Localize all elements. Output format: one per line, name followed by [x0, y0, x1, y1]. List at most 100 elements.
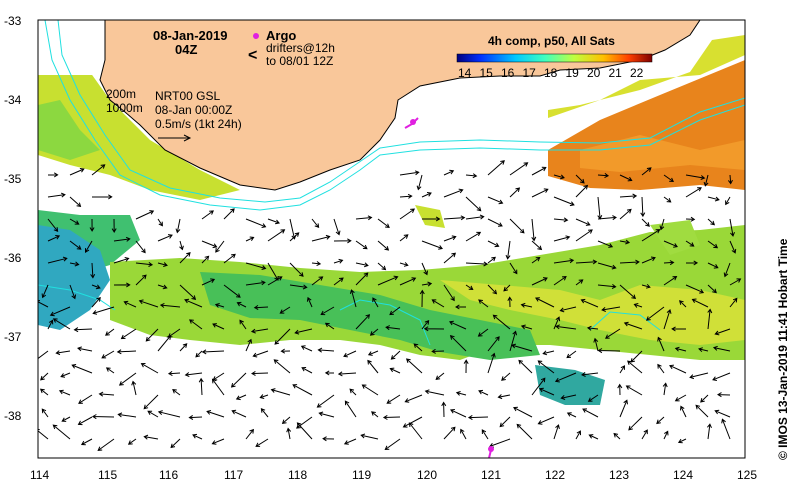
current-arrow — [324, 322, 335, 330]
argo-legend-label: Argo — [266, 28, 296, 43]
current-arrow — [135, 240, 146, 254]
current-arrow — [89, 218, 95, 232]
lon-tick: 118 — [288, 468, 307, 482]
drifter-track-2 — [488, 449, 492, 458]
current-arrow — [38, 350, 49, 360]
current-arrow — [460, 428, 467, 440]
current-arrow — [211, 378, 225, 396]
current-arrow — [69, 284, 77, 300]
current-arrow — [698, 347, 709, 353]
current-arrow — [677, 438, 687, 444]
current-arrow — [531, 240, 543, 251]
current-arrow — [184, 372, 203, 378]
current-arrow — [120, 328, 137, 340]
current-arrow — [725, 196, 731, 206]
lon-tick: 124 — [673, 468, 693, 482]
current-arrow — [236, 301, 247, 308]
current-arrow — [714, 409, 731, 418]
current-arrow — [674, 346, 687, 352]
current-arrow — [582, 408, 599, 418]
current-arrow — [597, 348, 621, 354]
current-arrow — [431, 299, 445, 308]
colorbar-tick-label: 16 — [501, 66, 515, 80]
current-arrow — [455, 304, 466, 310]
current-arrow — [355, 262, 369, 268]
current-arrow — [77, 346, 93, 352]
lon-tick: 121 — [481, 468, 501, 482]
current-arrow — [179, 240, 184, 251]
current-arrow — [41, 408, 49, 418]
vector-scale-label: 0.5m/s (1kt 24h) — [155, 117, 242, 131]
current-arrow — [399, 262, 409, 267]
current-arrow — [377, 262, 387, 271]
current-arrow — [499, 416, 511, 428]
current-arrow — [423, 326, 445, 332]
current-arrow — [435, 372, 445, 381]
current-arrow — [663, 308, 672, 330]
current-arrow — [671, 326, 687, 332]
current-arrow — [700, 394, 709, 403]
current-arrow — [663, 276, 678, 286]
current-arrow — [71, 364, 93, 374]
current-arrow — [478, 299, 489, 308]
current-arrow — [322, 436, 335, 442]
current-arrow — [553, 196, 575, 207]
current-arrow — [250, 328, 269, 334]
lat-tick: -36 — [4, 251, 22, 265]
current-arrow — [487, 336, 500, 352]
current-arrow — [450, 409, 467, 418]
current-arrow — [91, 194, 113, 200]
current-arrow — [274, 328, 291, 345]
lon-tick: 115 — [98, 468, 117, 482]
current-arrow — [623, 321, 643, 330]
current-arrow — [69, 196, 82, 208]
current-arrow — [135, 262, 154, 267]
current-arrow — [157, 410, 181, 418]
current-arrow — [333, 218, 341, 236]
current-arrow — [235, 394, 247, 401]
current-arrow — [201, 255, 210, 264]
current-arrow — [443, 215, 466, 221]
current-arrow — [685, 260, 699, 266]
current-arrow — [555, 324, 577, 330]
current-arrow — [509, 187, 521, 198]
current-arrow — [531, 377, 546, 396]
current-arrow — [421, 319, 430, 330]
current-arrow — [184, 298, 203, 308]
current-arrow — [443, 235, 457, 242]
colorbar — [456, 53, 653, 63]
current-arrow — [575, 184, 589, 198]
current-arrow — [537, 360, 555, 374]
current-arrow — [377, 275, 399, 286]
current-arrow — [487, 240, 500, 248]
current-arrow — [619, 239, 631, 245]
current-arrow — [267, 229, 286, 242]
current-arrow — [333, 258, 344, 264]
current-arrow — [443, 252, 457, 264]
current-arrow — [421, 262, 428, 276]
current-arrow — [497, 394, 511, 400]
current-arrow — [729, 218, 735, 237]
current-arrow — [707, 423, 712, 440]
current-arrow — [641, 283, 651, 289]
current-arrow — [91, 414, 115, 420]
current-arrow — [369, 328, 379, 336]
current-arrow — [157, 218, 163, 227]
current-arrow — [384, 438, 401, 451]
sst-patch-cold-south — [535, 365, 605, 405]
current-arrow — [707, 240, 719, 249]
sst-patch-west-green — [38, 100, 100, 160]
current-arrow — [281, 416, 291, 425]
current-arrow — [201, 278, 216, 286]
current-arrow — [349, 388, 357, 396]
current-arrow — [318, 411, 335, 418]
current-arrow — [553, 217, 569, 223]
drifter-track-1 — [404, 117, 419, 129]
current-arrow — [58, 389, 71, 396]
product-name: NRT00 GSL — [155, 89, 220, 103]
lat-tick: -37 — [4, 330, 22, 344]
current-arrow — [301, 367, 313, 374]
current-arrow — [575, 174, 585, 184]
current-arrow — [542, 350, 555, 356]
current-arrow — [317, 347, 335, 353]
